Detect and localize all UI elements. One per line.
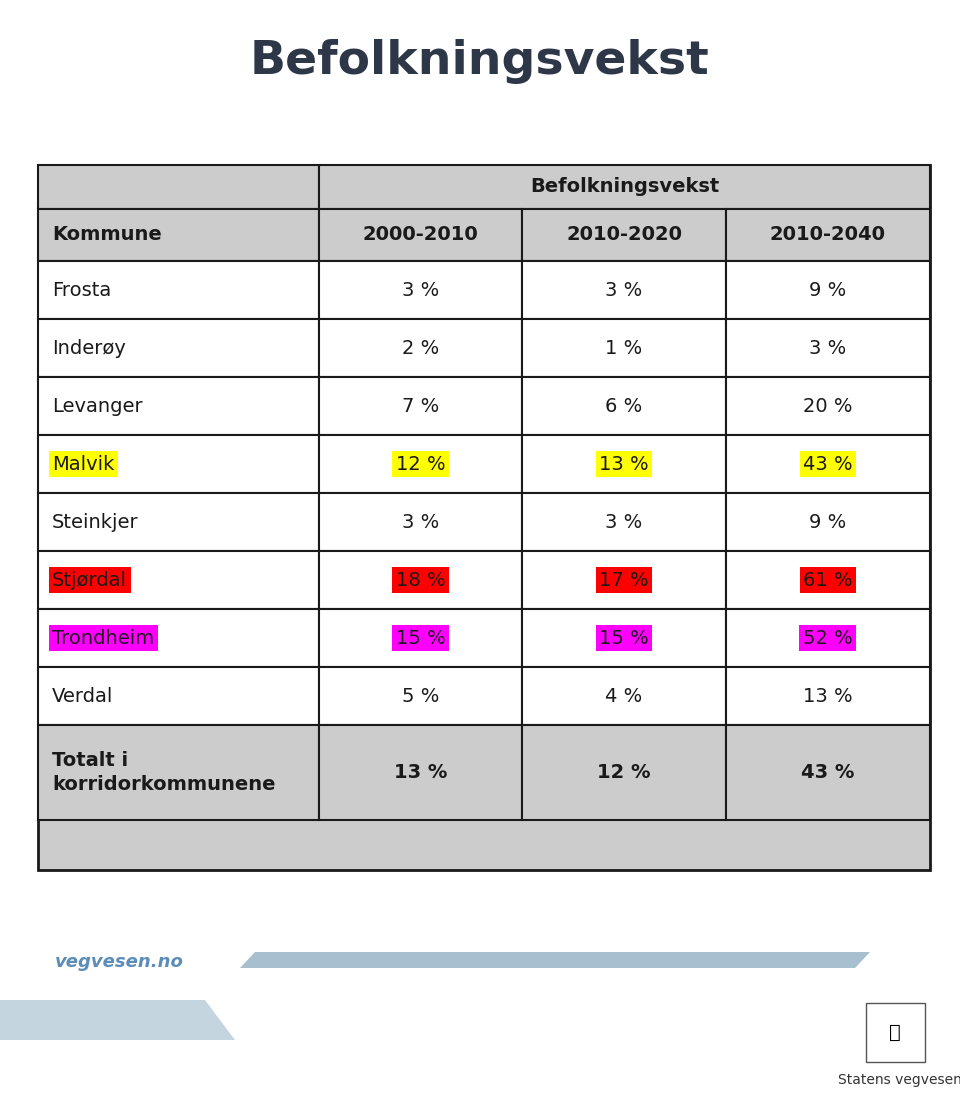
Bar <box>38 725 319 820</box>
Bar <box>38 609 319 668</box>
Text: 3 %: 3 % <box>809 339 847 358</box>
Bar <box>319 551 522 609</box>
Text: Befolkningsvekst: Befolkningsvekst <box>251 40 709 84</box>
Bar <box>726 435 930 493</box>
Bar <box>319 319 522 377</box>
Text: Stjørdal: Stjørdal <box>52 570 127 590</box>
Bar <box>726 725 930 820</box>
Text: 12 %: 12 % <box>396 455 445 474</box>
Text: 20 %: 20 % <box>804 396 852 415</box>
Text: 52 %: 52 % <box>803 629 852 648</box>
Text: Befolkningsvekst: Befolkningsvekst <box>530 177 719 197</box>
Bar <box>522 209 726 261</box>
Text: 3 %: 3 % <box>606 513 642 531</box>
Text: Kommune: Kommune <box>52 226 161 245</box>
Text: Steinkjer: Steinkjer <box>52 513 138 531</box>
Bar <box>319 377 522 435</box>
Text: 2000-2010: 2000-2010 <box>363 226 478 245</box>
Bar <box>38 668 319 725</box>
Bar <box>319 209 522 261</box>
Bar <box>319 261 522 319</box>
Text: 👑: 👑 <box>889 1023 900 1042</box>
Bar <box>38 261 319 319</box>
Bar <box>522 493 726 551</box>
Polygon shape <box>0 1000 235 1039</box>
Text: 2010-2020: 2010-2020 <box>566 226 682 245</box>
Text: 9 %: 9 % <box>809 513 847 531</box>
Bar <box>38 493 319 551</box>
Text: 43 %: 43 % <box>804 455 852 474</box>
Bar <box>726 493 930 551</box>
Polygon shape <box>240 952 870 968</box>
Text: 9 %: 9 % <box>809 280 847 300</box>
Text: 7 %: 7 % <box>402 396 440 415</box>
Bar <box>726 551 930 609</box>
Text: 2 %: 2 % <box>402 339 440 358</box>
Text: 15 %: 15 % <box>599 629 649 648</box>
Bar <box>726 261 930 319</box>
Bar <box>522 551 726 609</box>
Bar <box>726 609 930 668</box>
Text: 2010-2040: 2010-2040 <box>770 226 886 245</box>
Text: 3 %: 3 % <box>606 280 642 300</box>
Bar <box>319 725 522 820</box>
Text: 13 %: 13 % <box>599 455 649 474</box>
Bar <box>522 377 726 435</box>
Text: 1 %: 1 % <box>606 339 642 358</box>
Bar <box>522 668 726 725</box>
Bar <box>38 165 319 209</box>
Text: 43 %: 43 % <box>802 763 854 782</box>
Text: 13 %: 13 % <box>804 686 852 705</box>
Bar <box>726 209 930 261</box>
Text: Frosta: Frosta <box>52 280 111 300</box>
Bar <box>38 209 319 261</box>
Text: 12 %: 12 % <box>597 763 651 782</box>
Text: 5 %: 5 % <box>402 686 440 705</box>
Bar <box>319 165 930 209</box>
Text: Statens vegvesen: Statens vegvesen <box>838 1073 960 1087</box>
Bar <box>522 319 726 377</box>
Text: 6 %: 6 % <box>606 396 642 415</box>
Text: vegvesen.no: vegvesen.no <box>55 953 184 971</box>
Bar <box>726 377 930 435</box>
Text: Verdal: Verdal <box>52 686 113 705</box>
Text: 3 %: 3 % <box>402 513 440 531</box>
Bar <box>522 725 726 820</box>
Bar <box>726 668 930 725</box>
Text: Levanger: Levanger <box>52 396 143 415</box>
Bar <box>38 319 319 377</box>
Bar <box>726 319 930 377</box>
Bar <box>38 551 319 609</box>
Bar <box>319 435 522 493</box>
Bar <box>38 435 319 493</box>
Text: Malvik: Malvik <box>52 455 114 474</box>
Text: Trondheim: Trondheim <box>52 629 155 648</box>
Bar <box>522 435 726 493</box>
Bar <box>522 261 726 319</box>
Bar <box>319 668 522 725</box>
Text: 4 %: 4 % <box>606 686 642 705</box>
Text: 61 %: 61 % <box>804 570 852 590</box>
Bar <box>319 609 522 668</box>
Text: 3 %: 3 % <box>402 280 440 300</box>
Bar <box>319 493 522 551</box>
Bar <box>38 165 930 870</box>
Text: 13 %: 13 % <box>394 763 447 782</box>
Text: 15 %: 15 % <box>396 629 445 648</box>
Text: Inderøy: Inderøy <box>52 339 126 358</box>
Text: 18 %: 18 % <box>396 570 445 590</box>
Text: Totalt i
korridorkommunene: Totalt i korridorkommunene <box>52 752 276 794</box>
Text: 17 %: 17 % <box>599 570 649 590</box>
Bar <box>38 377 319 435</box>
Bar <box>522 609 726 668</box>
